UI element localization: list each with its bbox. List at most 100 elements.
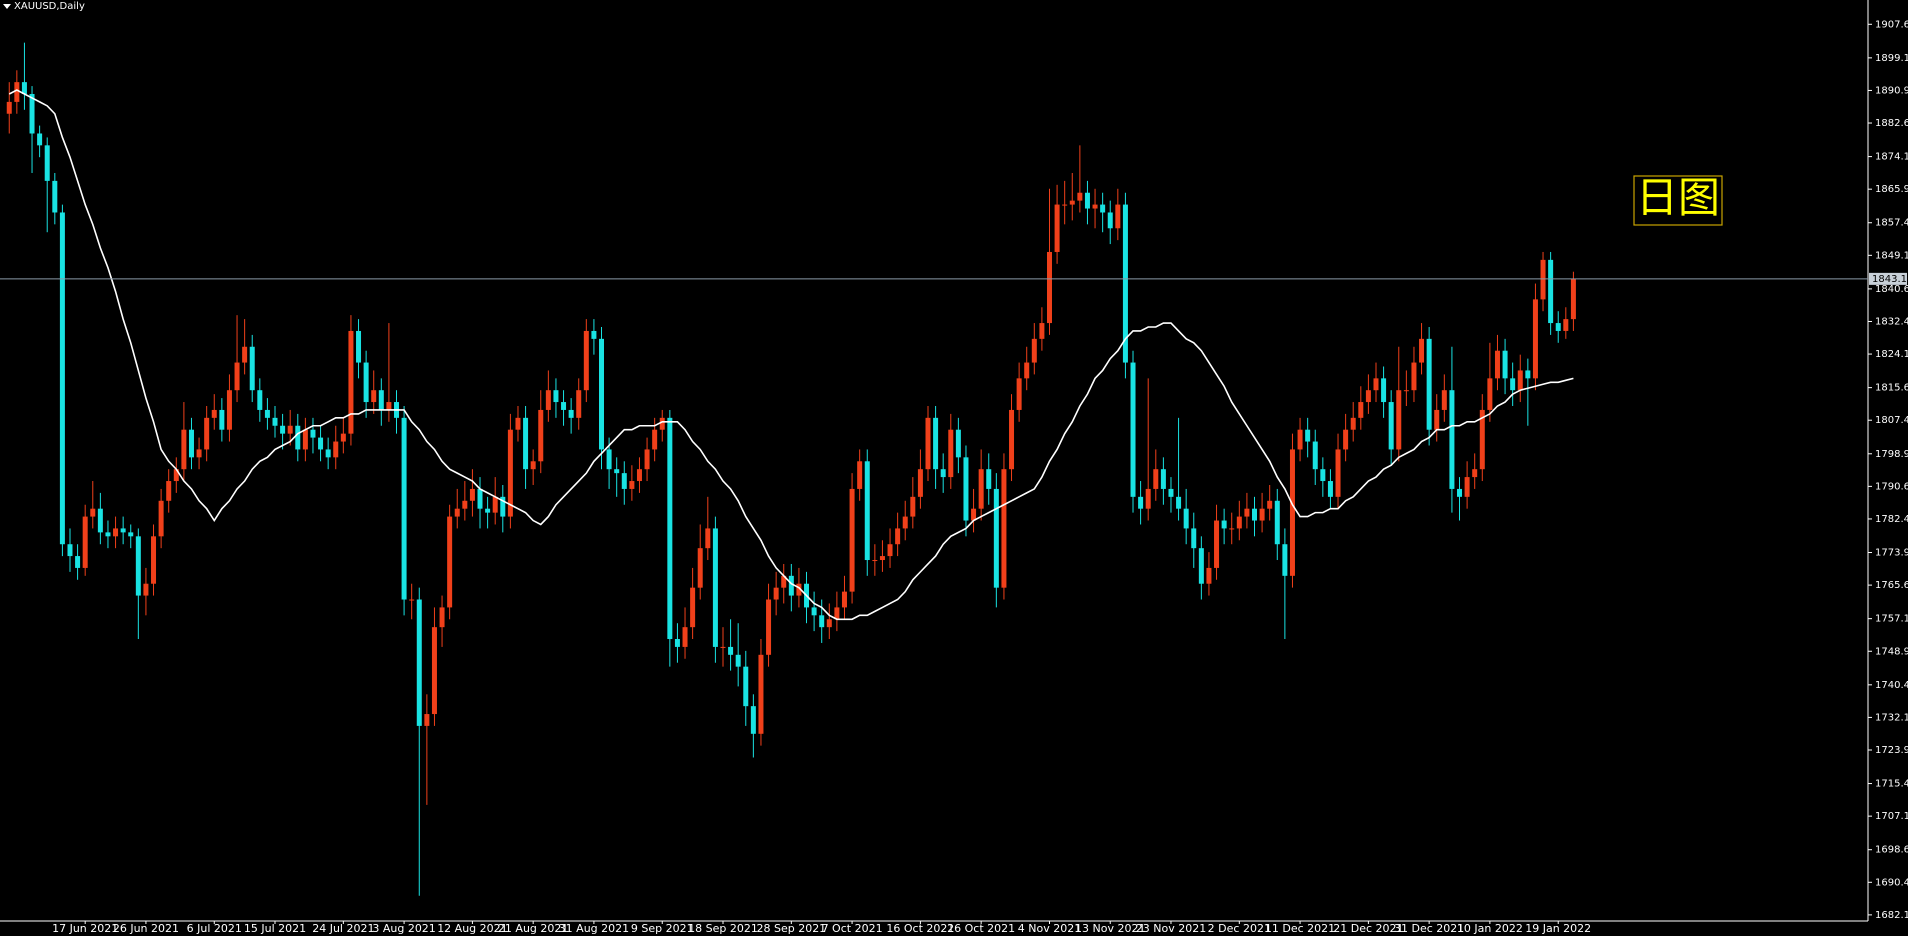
y-tick-label: 1698.65 xyxy=(1875,845,1908,856)
candle-body xyxy=(386,402,392,410)
candle-body xyxy=(1024,362,1030,379)
y-tick-label: 1890.90 xyxy=(1875,85,1908,96)
x-tick-label: 12 Aug 2021 xyxy=(437,922,507,935)
candle-body xyxy=(1388,402,1394,450)
candle-body xyxy=(1001,469,1007,588)
candle-body xyxy=(1563,319,1569,331)
candle-body xyxy=(462,500,468,509)
candle-body xyxy=(834,607,840,620)
candle-body xyxy=(1031,338,1037,363)
candle-body xyxy=(1062,204,1068,206)
annotation-box xyxy=(1633,175,1723,226)
candle-body xyxy=(477,488,483,509)
candle-body xyxy=(234,362,240,391)
candle-body xyxy=(963,457,969,521)
candle-body xyxy=(1145,488,1151,509)
candle-body xyxy=(333,441,339,458)
candle-body xyxy=(819,615,825,628)
candle-body xyxy=(538,409,544,462)
candle-body xyxy=(1252,508,1258,521)
candle-body xyxy=(1160,469,1166,489)
y-tick-label: 1798.90 xyxy=(1875,449,1908,460)
candle-body xyxy=(955,429,961,458)
candle-body xyxy=(1244,508,1250,517)
annotation: 日图 xyxy=(1636,173,1720,222)
candle-body xyxy=(1236,516,1242,529)
candle-body xyxy=(1441,390,1447,410)
candle-body xyxy=(826,619,832,628)
candle-body xyxy=(1479,409,1485,470)
candle-body xyxy=(864,461,870,561)
y-tick-label: 1882.65 xyxy=(1875,118,1908,129)
candle-body xyxy=(128,532,134,537)
x-tick-label: 26 Oct 2021 xyxy=(947,922,1015,935)
candle-body xyxy=(568,409,574,418)
candle-body xyxy=(29,93,35,134)
candle-body xyxy=(1335,449,1341,497)
y-tick-label: 1874.15 xyxy=(1875,152,1908,163)
y-tick-label: 1782.40 xyxy=(1875,514,1908,525)
candle-body xyxy=(902,516,908,529)
candle-body xyxy=(1320,469,1326,482)
candle-body xyxy=(1358,402,1364,418)
y-tick-label: 1865.90 xyxy=(1875,184,1908,195)
y-tick-label: 1899.15 xyxy=(1875,53,1908,64)
candle-body xyxy=(895,528,901,545)
x-tick-label: 31 Aug 2021 xyxy=(559,922,629,935)
candle-body xyxy=(1153,469,1159,489)
candle-body xyxy=(1130,362,1136,497)
menu-triangle[interactable] xyxy=(3,4,11,9)
candle-body xyxy=(59,212,65,545)
candle-body xyxy=(1343,429,1349,450)
candle-body xyxy=(1502,350,1508,379)
x-tick-label: 2 Dec 2021 xyxy=(1208,922,1271,935)
candle-body xyxy=(1327,481,1333,497)
candle-body xyxy=(910,496,916,517)
candle-body xyxy=(652,429,658,450)
candle-body xyxy=(1100,204,1106,213)
candle-body xyxy=(1305,429,1311,442)
candle-body xyxy=(606,449,612,470)
price-label-box xyxy=(1869,272,1907,285)
candle-body xyxy=(113,528,119,537)
candle-body xyxy=(1472,469,1478,478)
x-tick-label: 7 Oct 2021 xyxy=(822,922,883,935)
candle-body xyxy=(879,556,885,561)
candle-body xyxy=(515,417,521,430)
candle-body xyxy=(1540,259,1546,300)
y-tick-label: 1682.15 xyxy=(1875,910,1908,921)
candle-body xyxy=(629,481,635,489)
candle-body xyxy=(302,429,308,450)
x-tick-label: 15 Jul 2021 xyxy=(244,922,306,935)
candle-body xyxy=(181,429,187,470)
candle-body xyxy=(591,330,597,339)
candle-body xyxy=(1449,390,1455,489)
candle-body xyxy=(6,101,12,114)
candle-body xyxy=(1434,409,1440,430)
x-tick-label: 11 Dec 2021 xyxy=(1265,922,1335,935)
candle-body xyxy=(151,536,157,584)
candle-body xyxy=(1274,500,1280,545)
x-tick-label: 16 Oct 2021 xyxy=(886,922,954,935)
candle-body xyxy=(439,607,445,628)
candle-body xyxy=(796,583,802,596)
candle-body xyxy=(492,496,498,513)
candle-body xyxy=(1517,370,1523,391)
y-tick-label: 1815.65 xyxy=(1875,383,1908,394)
candle-body xyxy=(454,508,460,517)
candle-body xyxy=(431,627,437,715)
candle-body xyxy=(226,390,232,430)
candle-body xyxy=(485,508,491,513)
candle-body xyxy=(318,437,324,450)
candle-body xyxy=(1214,520,1220,568)
candle-body xyxy=(1411,362,1417,391)
candle-body xyxy=(188,429,194,458)
candle-body xyxy=(1054,204,1060,252)
y-tick-label: 1757.15 xyxy=(1875,614,1908,625)
candle-body xyxy=(841,591,847,608)
candle-body xyxy=(1183,508,1189,529)
candle-body xyxy=(545,390,551,410)
candle-body xyxy=(371,390,377,403)
candle-body xyxy=(1221,520,1227,529)
